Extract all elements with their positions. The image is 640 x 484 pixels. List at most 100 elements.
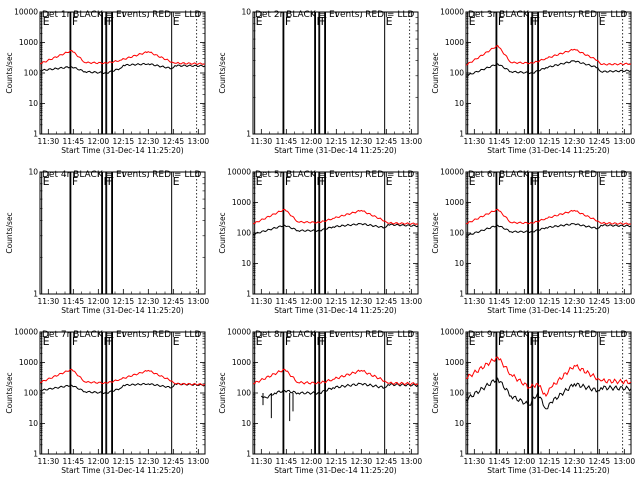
event-marker: E <box>256 335 263 348</box>
y-axis-label: Counts/sec <box>218 52 227 93</box>
x-tick-label: 12:15 <box>539 137 561 146</box>
x-axis-label: Start Time (31-Dec-14 11:25:20) <box>274 466 396 475</box>
panel-det-1: Det 1r BLACK = Events, RED = LLD 1 10 100 10… <box>5 8 209 156</box>
x-tick-label: 12:15 <box>326 137 348 146</box>
event-marker: F <box>72 335 78 348</box>
x-tick-label: 11:45 <box>489 297 511 306</box>
y-tick-label: 1000 <box>232 198 251 207</box>
y-axis-label: Counts/sec <box>431 372 440 413</box>
event-marker: F <box>530 175 536 188</box>
event-marker: F <box>285 335 291 348</box>
x-tick-label: 13:00 <box>188 137 210 146</box>
x-tick-label: 12:00 <box>88 137 110 146</box>
x-tick-label: 13:00 <box>614 297 636 306</box>
y-axis-label: Counts/sec <box>5 212 14 253</box>
x-axis-label: Start Time (31-Dec-14 11:25:20) <box>487 306 609 315</box>
x-tick-label: 12:30 <box>138 297 160 306</box>
x-tick-label: 12:15 <box>113 137 135 146</box>
event-marker: E <box>256 175 263 188</box>
x-tick-label: 12:00 <box>88 457 110 466</box>
event-marker: F <box>321 15 327 28</box>
events-series-line <box>252 222 419 236</box>
plot-frame <box>252 171 419 295</box>
event-marker: F <box>104 175 110 188</box>
x-axis-label: Start Time (31-Dec-14 11:25:20) <box>487 466 609 475</box>
x-tick-label: 13:00 <box>188 457 210 466</box>
event-marker: F <box>108 335 114 348</box>
events-series-line <box>465 223 632 237</box>
x-tick-label: 11:30 <box>251 137 273 146</box>
x-tick-label: 13:00 <box>188 297 210 306</box>
panel-title: Det 6r BLACK = Events, RED = LLD <box>468 170 627 180</box>
panel-det-6: Det 6r BLACK = Events, RED = LLD 1 10 100 10… <box>431 168 635 316</box>
x-tick-label: 12:30 <box>351 297 373 306</box>
x-tick-label: 11:30 <box>251 297 273 306</box>
x-tick-label: 11:30 <box>464 297 486 306</box>
events-series-line <box>39 62 206 75</box>
plot-frame <box>465 171 632 295</box>
y-axis-label: Counts/sec <box>5 52 14 93</box>
panel-det-8: Det 8r BLACK = Events, RED = LLD 1 10 100 10… <box>218 328 422 476</box>
x-tick-label: 12:45 <box>589 297 611 306</box>
x-tick-label: 12:30 <box>564 457 586 466</box>
y-tick-label: 100 <box>24 69 39 78</box>
x-tick-label: 12:15 <box>539 457 561 466</box>
x-tick-label: 11:30 <box>38 137 60 146</box>
y-tick-label: 1 <box>246 130 251 139</box>
x-tick-label: 12:00 <box>514 137 536 146</box>
y-tick-label: 10 <box>28 168 38 177</box>
y-tick-label: 1000 <box>445 198 464 207</box>
y-tick-label: 1 <box>33 450 38 459</box>
panel-title: Det 8r BLACK = Events, RED = LLD <box>255 330 414 340</box>
x-tick-label: 12:15 <box>326 457 348 466</box>
y-tick-label: 1000 <box>19 38 38 47</box>
y-tick-label: 10 <box>28 419 38 428</box>
x-tick-label: 11:45 <box>63 297 85 306</box>
event-marker: F <box>321 335 327 348</box>
y-axis-label: Counts/sec <box>218 372 227 413</box>
y-tick-label: 10000 <box>227 168 251 177</box>
event-marker: F <box>530 15 536 28</box>
x-axis-label: Start Time (31-Dec-14 11:25:20) <box>61 466 183 475</box>
panel-det-5: Det 5r BLACK = Events, RED = LLD 1 10 100 10… <box>218 168 422 316</box>
x-tick-label: 12:45 <box>163 297 185 306</box>
event-marker: F <box>498 175 504 188</box>
event-marker: F <box>108 15 114 28</box>
y-tick-label: 100 <box>450 69 465 78</box>
lld-series-line <box>466 356 632 398</box>
event-marker: F <box>108 175 114 188</box>
event-marker: F <box>534 335 540 348</box>
x-tick-label: 11:30 <box>464 457 486 466</box>
plot-frame <box>39 171 206 295</box>
event-marker: E <box>386 15 393 28</box>
y-tick-label: 1 <box>33 130 38 139</box>
event-marker: E <box>469 335 476 348</box>
x-tick-label: 12:30 <box>351 137 373 146</box>
panel-title: Det 1r BLACK = Events, RED = LLD <box>42 10 201 20</box>
x-tick-label: 12:45 <box>589 457 611 466</box>
event-marker: F <box>498 335 504 348</box>
event-marker: F <box>321 175 327 188</box>
y-tick-label: 10 <box>454 259 464 268</box>
event-marker: E <box>43 175 50 188</box>
x-tick-label: 12:15 <box>539 297 561 306</box>
y-axis-label: Counts/sec <box>5 372 14 413</box>
y-tick-label: 10000 <box>14 8 38 17</box>
x-tick-label: 12:15 <box>113 297 135 306</box>
x-tick-label: 11:45 <box>489 137 511 146</box>
y-tick-label: 100 <box>237 389 252 398</box>
panel-det-3: Det 3r BLACK = Events, RED = LLD 1 10 100 10… <box>431 8 635 156</box>
y-tick-label: 1000 <box>445 38 464 47</box>
event-marker: E <box>386 175 393 188</box>
y-tick-label: 10 <box>454 99 464 108</box>
y-tick-label: 10 <box>28 99 38 108</box>
y-tick-label: 10 <box>241 8 251 17</box>
events-series-line <box>465 377 632 410</box>
x-tick-label: 12:00 <box>514 457 536 466</box>
y-tick-label: 1 <box>459 290 464 299</box>
events-series-line <box>260 382 419 399</box>
y-axis-label: Counts/sec <box>218 212 227 253</box>
y-tick-label: 10 <box>241 259 251 268</box>
y-tick-label: 1000 <box>232 358 251 367</box>
